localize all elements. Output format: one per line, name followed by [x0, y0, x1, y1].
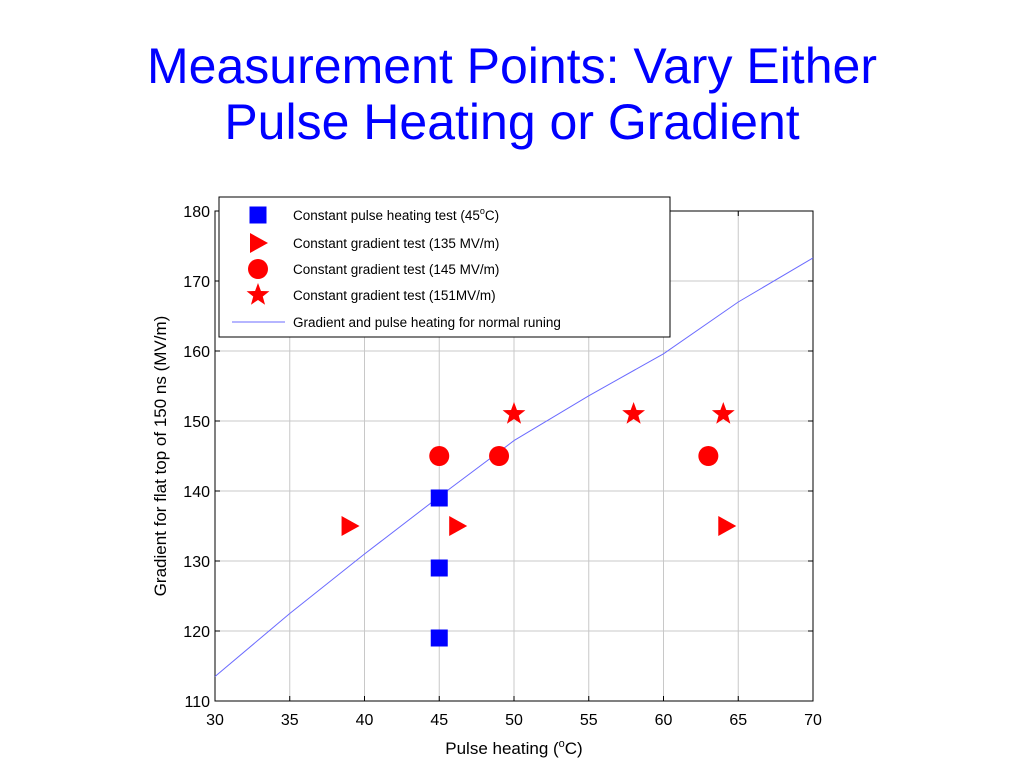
circle-marker [489, 446, 510, 466]
legend-label-normal-running: Gradient and pulse heating for normal ru… [293, 315, 561, 330]
y-tick-label: 110 [184, 694, 210, 711]
legend-label-unit: C) [485, 208, 499, 223]
legend-label-pulse-heating: Constant pulse heating test (45oC) [293, 206, 499, 223]
y-tick-label: 180 [183, 204, 210, 221]
legend-label-pulse-heating-text: Constant pulse heating test (45 [293, 208, 480, 223]
circle-marker [429, 446, 450, 466]
legend-label-gradient-145: Constant gradient test (145 MV/m) [293, 262, 499, 277]
x-axis-label-superscript: o [559, 738, 565, 750]
x-tick-label: 45 [430, 712, 448, 729]
y-tick-label: 170 [183, 274, 210, 291]
legend-star-marker [246, 283, 270, 305]
y-tick-label: 140 [183, 484, 210, 501]
square-marker [430, 629, 448, 647]
square-marker [430, 559, 448, 577]
legend-box [218, 196, 671, 338]
x-tick-label: 50 [505, 712, 523, 729]
x-tick-label: 65 [729, 712, 747, 729]
y-tick-label: 150 [183, 414, 210, 431]
normal-running-line [214, 257, 814, 677]
x-tick-label: 70 [804, 712, 822, 729]
star-marker [502, 402, 526, 424]
legend: Constant pulse heating test (45oC) Const… [218, 196, 671, 338]
y-tick-label: 130 [183, 554, 210, 571]
slide-title: Measurement Points: Vary Either Pulse He… [0, 38, 1024, 150]
slide-title-line-2: Pulse Heating or Gradient [224, 94, 800, 150]
x-tick-label: 60 [655, 712, 673, 729]
y-tick-label: 160 [183, 344, 210, 361]
x-axis-label-unit: C) [565, 739, 583, 758]
star-marker [622, 402, 646, 424]
circle-marker [698, 446, 719, 466]
axis-ticks: 30 35 40 45 50 55 60 65 70 110 120 130 140 150 160 170 1… [183, 204, 822, 729]
legend-square-marker [249, 206, 267, 224]
star-marker [711, 402, 735, 424]
x-axis-label: Pulse heating (oC) [445, 738, 582, 758]
x-tick-label: 55 [580, 712, 598, 729]
y-axis-label: Gradient for flat top of 150 ns (MV/m) [151, 316, 170, 597]
y-tick-label: 120 [183, 624, 210, 641]
legend-label-gradient-135: Constant gradient test (135 MV/m) [293, 236, 499, 251]
triangle-marker [341, 516, 360, 536]
legend-circle-marker [248, 259, 268, 279]
series-layer [214, 257, 814, 677]
square-marker [430, 489, 448, 507]
x-tick-label: 40 [356, 712, 374, 729]
triangle-marker [718, 516, 737, 536]
legend-triangle-marker [250, 233, 268, 253]
triangle-marker [449, 516, 468, 536]
legend-label-superscript: o [480, 206, 485, 216]
x-axis-label-text: Pulse heating ( [445, 739, 559, 758]
legend-symbols [232, 206, 285, 323]
x-tick-label: 30 [206, 712, 224, 729]
slide-title-line-1: Measurement Points: Vary Either [147, 38, 877, 94]
x-tick-label: 35 [281, 712, 299, 729]
legend-label-gradient-151: Constant gradient test (151MV/m) [293, 288, 496, 303]
